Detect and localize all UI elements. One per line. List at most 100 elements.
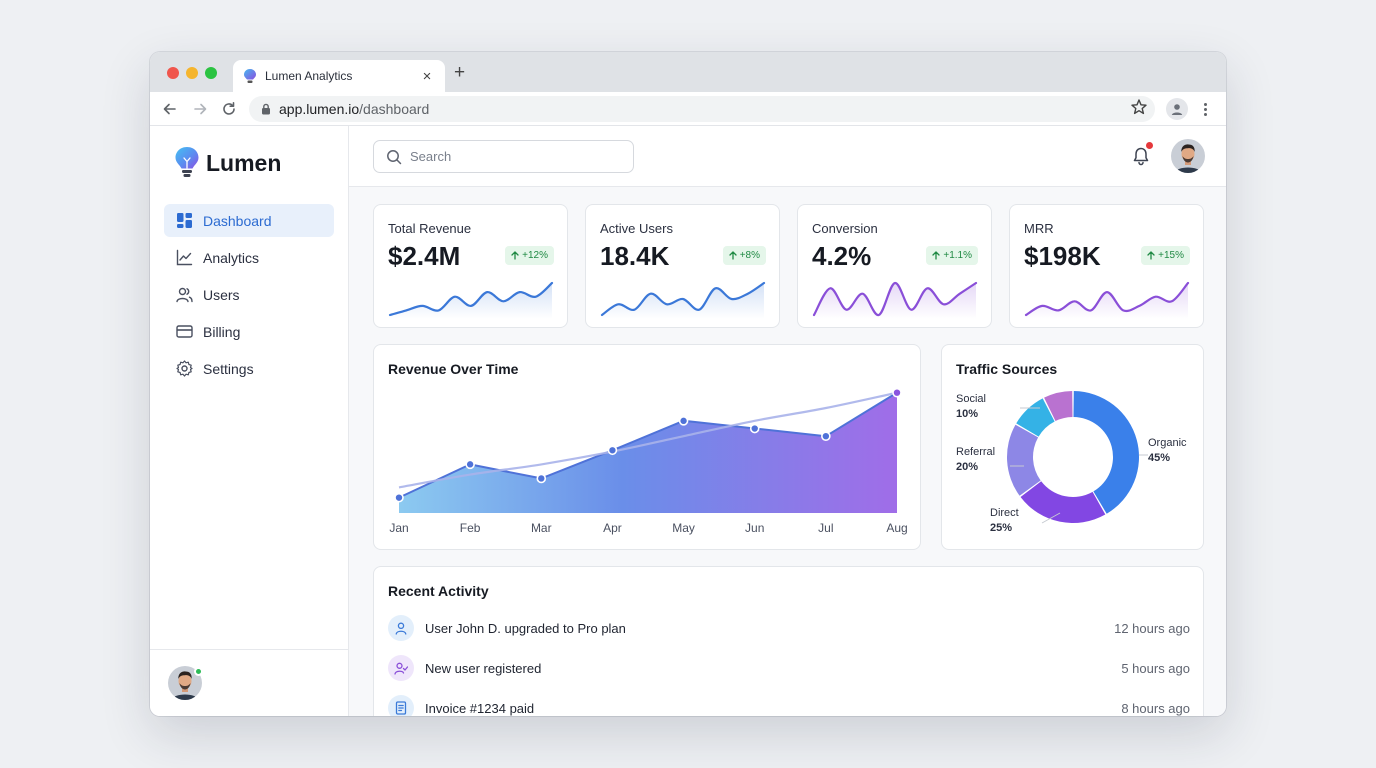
sparkline (812, 281, 978, 319)
lumen-favicon-icon (244, 69, 256, 83)
forward-icon (194, 103, 207, 115)
notification-badge (1146, 142, 1153, 149)
stat-card-conversion[interactable]: Conversion 4.2% +1.1% (797, 204, 992, 328)
notification-bell-icon[interactable] (1131, 146, 1151, 166)
activity-text: User John D. upgraded to Pro plan (425, 620, 626, 636)
top-bar: Search (349, 126, 1226, 187)
url-text: app.lumen.io/dashboard (279, 101, 429, 117)
stat-change-badge: +12% (505, 246, 554, 265)
stat-change-text: +15% (1158, 250, 1184, 261)
stat-change-badge: +15% (1141, 246, 1190, 265)
donut-slice-organic[interactable] (1073, 391, 1140, 514)
star-icon (1131, 99, 1147, 115)
lock-icon (262, 103, 270, 115)
activity-time: 12 hours ago (1114, 620, 1190, 636)
data-point[interactable] (394, 492, 404, 503)
menu-icon[interactable] (1198, 98, 1212, 120)
browser-profile-button[interactable] (1166, 98, 1188, 120)
stat-card-total-revenue[interactable]: Total Revenue $2.4M +12% (373, 204, 568, 328)
sidebar-item-dashboard[interactable]: Dashboard (164, 204, 334, 237)
browser-window: Lumen Analytics × + app.lumen.io/dashboa… (150, 52, 1226, 716)
x-tick-label: Jul (818, 521, 833, 535)
online-status-indicator (194, 667, 203, 676)
donut-slice-direct[interactable] (1020, 481, 1106, 523)
browser-toolbar: app.lumen.io/dashboard (150, 92, 1226, 126)
donut-slice-social[interactable] (1016, 398, 1055, 437)
address-bar[interactable]: app.lumen.io/dashboard (249, 96, 1155, 122)
invoice-icon (388, 695, 414, 716)
new-tab-button[interactable]: + (454, 62, 466, 83)
sidebar-item-analytics[interactable]: Analytics (164, 241, 334, 274)
window-close-button[interactable] (167, 67, 179, 79)
sidebar-item-label: Settings (203, 360, 254, 377)
stat-change-badge: +8% (722, 246, 766, 265)
sparkline-area (602, 283, 764, 319)
legend-label-text: Direct (990, 507, 1019, 519)
stat-value: 4.2% (812, 241, 872, 271)
stat-card-mrr[interactable]: MRR $198K +15% (1009, 204, 1204, 328)
x-tick-label: Mar (531, 521, 552, 535)
browser-tab[interactable]: Lumen Analytics × (233, 60, 445, 92)
tab-close-icon[interactable]: × (422, 67, 432, 85)
activity-text: New user registered (425, 660, 542, 676)
revenue-chart-card: Revenue Over Time Jan Feb Mar Apr May Jun Jul A… (373, 344, 921, 550)
sparkline-line (1024, 281, 1190, 317)
donut-slice-referral[interactable] (1007, 424, 1041, 496)
tab-strip: Lumen Analytics × + (150, 52, 1226, 92)
x-tick-label: Aug (886, 521, 907, 535)
analytics-icon (176, 249, 193, 266)
user-check-icon (388, 655, 414, 681)
search-icon (387, 149, 402, 164)
sidebar-item-billing[interactable]: Billing (164, 315, 334, 348)
legend-referral: Referral 20% (956, 445, 995, 475)
forward-button[interactable] (189, 98, 211, 120)
data-point[interactable] (749, 423, 760, 434)
sidebar-item-users[interactable]: Users (164, 278, 334, 311)
stat-change-text: +8% (739, 250, 760, 261)
sidebar-item-label: Analytics (203, 249, 260, 266)
x-tick-label: Jan (389, 521, 408, 535)
data-point[interactable] (892, 387, 902, 398)
traffic-donut-chart (1007, 391, 1148, 524)
user-avatar[interactable] (1171, 139, 1205, 173)
sparkline-line (812, 281, 978, 317)
stat-label: Total Revenue (388, 221, 472, 236)
legend-direct: Direct 25% (990, 506, 1019, 536)
x-tick-label: May (672, 521, 695, 535)
x-tick-label: Jun (745, 521, 764, 535)
sidebar-nav: Dashboard Analytics Users Billing Settin… (164, 204, 334, 389)
stat-change-badge: +1.1% (926, 246, 978, 265)
reload-button[interactable] (218, 98, 240, 120)
legend-label-text: Social (956, 393, 986, 405)
leader-line (1041, 512, 1061, 524)
app: Lumen Dashboard Analytics Users Billin (150, 126, 1226, 716)
donut-slice-other[interactable] (1044, 391, 1073, 422)
window-minimize-button[interactable] (186, 67, 198, 79)
window-maximize-button[interactable] (205, 67, 217, 79)
chart-title: Revenue Over Time (388, 361, 519, 377)
data-point[interactable] (607, 445, 618, 456)
data-point[interactable] (678, 416, 689, 426)
stat-card-active-users[interactable]: Active Users 18.4K +8% (585, 204, 780, 328)
back-button[interactable] (159, 98, 181, 120)
sparkline (600, 281, 766, 319)
reload-icon (223, 102, 235, 115)
data-point[interactable] (821, 431, 831, 441)
sparkline-line (388, 281, 554, 317)
data-point[interactable] (465, 459, 475, 470)
activity-item[interactable]: User John D. upgraded to Pro plan 12 hou… (388, 614, 1190, 642)
legend-label-text: Organic (1148, 437, 1187, 449)
legend-percent: 45% (1148, 452, 1171, 464)
stat-change-text: +1.1% (943, 250, 972, 261)
lumen-logo-icon (175, 147, 199, 177)
activity-item[interactable]: Invoice #1234 paid 8 hours ago (388, 694, 1190, 716)
data-point[interactable] (536, 473, 547, 484)
bookmark-star-button[interactable] (1130, 98, 1148, 121)
sidebar: Lumen Dashboard Analytics Users Billin (150, 126, 349, 716)
sidebar-item-settings[interactable]: Settings (164, 352, 334, 385)
legend-organic: Organic 45% (1148, 436, 1187, 466)
search-input[interactable]: Search (373, 140, 634, 173)
brand-name: Lumen (206, 149, 282, 176)
activity-item[interactable]: New user registered 5 hours ago (388, 654, 1190, 682)
brand[interactable]: Lumen (174, 146, 281, 180)
